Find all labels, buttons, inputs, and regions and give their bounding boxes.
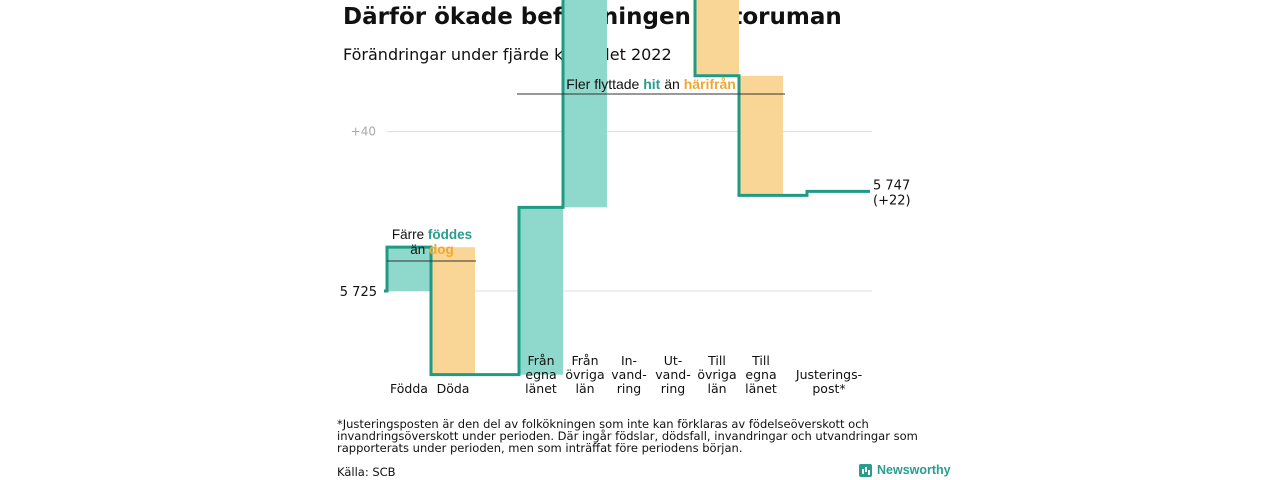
category-label: Från	[527, 353, 554, 368]
y-tick-label: +40	[351, 125, 376, 139]
annotation-text: än dog	[410, 242, 454, 257]
annotation-segment: Fler flyttade	[566, 76, 643, 92]
waterfall-line	[384, 0, 870, 377]
category-label: egna	[525, 367, 556, 382]
category-label: Till	[751, 353, 770, 368]
annotation-text: Fler flyttade hit än härifrån	[566, 76, 736, 92]
category-label: övriga	[565, 367, 604, 382]
annotation-segment: Färre	[392, 227, 428, 242]
annotation-text: Färre föddes	[392, 227, 472, 242]
footnote: *Justeringsposten är den del av folkökni…	[337, 417, 918, 455]
end-value-label: (+22)	[873, 193, 911, 208]
category-label: län	[707, 381, 726, 396]
annotation-segment: än	[410, 242, 429, 257]
waterfall-bar	[387, 247, 431, 291]
annotation-segment: hit	[643, 76, 660, 92]
category-label: post*	[812, 381, 845, 396]
category-label: län	[575, 381, 594, 396]
category-label: vand-	[611, 367, 646, 382]
start-value-label: 5 725	[340, 285, 377, 300]
category-label: Justerings-	[795, 367, 862, 382]
category-label: Till	[707, 353, 726, 368]
annotation-segment: föddes	[428, 227, 472, 242]
waterfall-bar	[739, 75, 783, 196]
category-label: ring	[617, 381, 641, 396]
annotation-segment: än	[660, 76, 683, 92]
annotation-segment: dog	[429, 242, 454, 257]
brand-logo: Newsworthy	[859, 463, 951, 477]
source-label: Källa: SCB	[337, 465, 396, 479]
category-label: In-	[621, 353, 637, 368]
newsworthy-logo-icon	[859, 463, 872, 477]
category-label: ring	[661, 381, 685, 396]
category-label: Födda	[390, 381, 428, 396]
brand-name: Newsworthy	[877, 463, 951, 477]
waterfall-bar	[563, 0, 607, 208]
annotation-segment: härifrån	[684, 76, 736, 92]
waterfall-bar	[695, 0, 739, 76]
category-label: Ut-	[664, 353, 683, 368]
category-label: länet	[745, 381, 777, 396]
category-label: egna	[745, 367, 776, 382]
category-label: länet	[525, 381, 557, 396]
category-label: vand-	[655, 367, 690, 382]
category-label: Döda	[437, 381, 470, 396]
end-value-label: 5 747	[873, 178, 910, 193]
category-label: övriga	[697, 367, 736, 382]
category-label: Från	[571, 353, 598, 368]
waterfall-bar	[519, 207, 563, 375]
waterfall-bar	[431, 247, 475, 375]
